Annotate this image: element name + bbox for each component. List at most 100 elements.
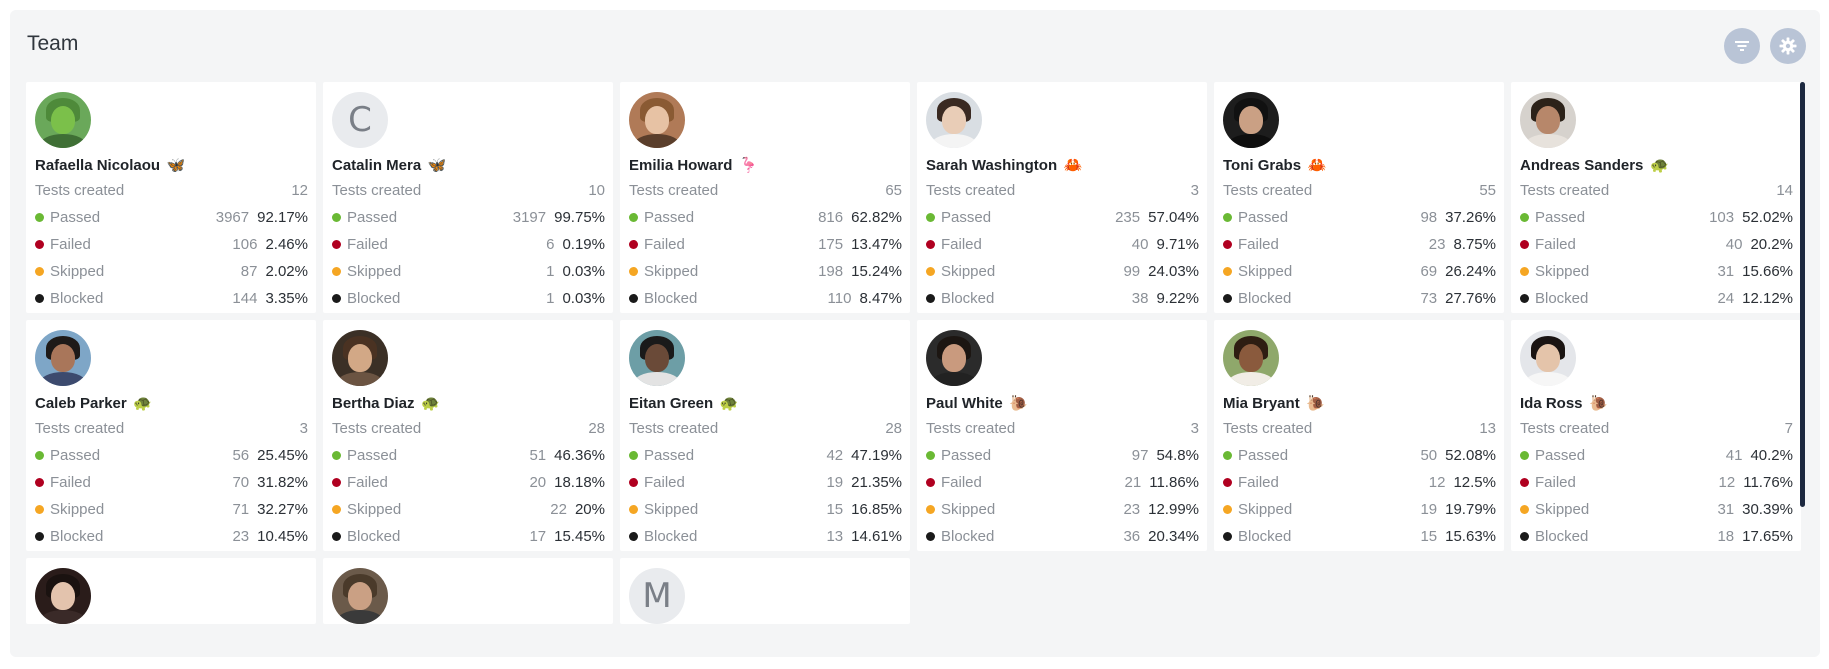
member-card[interactable]: Bertha Diaz 🐢 Tests created 28 Passed 51 46.36… (323, 320, 613, 551)
stat-row-passed: Passed 235 57.04% (926, 204, 1199, 231)
stat-row-blocked: Blocked 38 9.22% (926, 285, 1199, 312)
member-card[interactable]: M (620, 558, 910, 624)
member-card[interactable]: Sarah Washington 🦀 Tests created 3 Passed 235… (917, 82, 1207, 313)
skipped-dot-icon (35, 267, 44, 276)
blocked-count: 24 (1717, 290, 1735, 307)
passed-percent: 92.17% (257, 209, 308, 226)
stat-row-skipped: Skipped 22 20% (332, 496, 605, 523)
passed-percent: 47.19% (851, 447, 902, 464)
stat-row-blocked: Blocked 23 10.45% (35, 523, 308, 550)
member-card[interactable]: Eitan Green 🐢 Tests created 28 Passed 42 47.19… (620, 320, 910, 551)
avatar: C (332, 92, 388, 148)
member-card[interactable]: Ida Ross 🐌 Tests created 7 Passed 41 40.2% Fail… (1511, 320, 1801, 551)
avatar (1520, 330, 1576, 386)
member-name: Caleb Parker (35, 394, 127, 412)
tests-created-count: 7 (1784, 420, 1793, 437)
skipped-count: 15 (826, 501, 844, 518)
blocked-label: Blocked (1238, 290, 1292, 307)
team-grid: Rafaella Nicolaou 🦋 Tests created 12 Passed 3… (26, 82, 1806, 624)
passed-label: Passed (1238, 447, 1289, 464)
member-card[interactable]: Andreas Sanders 🐢 Tests created 14 Passed 103… (1511, 82, 1801, 313)
member-card[interactable]: Emilia Howard 🦩 Tests created 65 Passed 816 62… (620, 82, 910, 313)
tests-created-label: Tests created (926, 420, 1016, 437)
stat-row-passed: Passed 98 37.26% (1223, 204, 1496, 231)
team-grid-scroll[interactable]: Rafaella Nicolaou 🦋 Tests created 12 Passed 3… (26, 82, 1813, 635)
avatar (629, 330, 685, 386)
blocked-percent: 0.03% (562, 290, 605, 307)
skipped-count: 23 (1123, 501, 1141, 518)
stat-row-blocked: Blocked 1 0.03% (332, 285, 605, 312)
skipped-dot-icon (926, 267, 935, 276)
stat-row-tests-created: Tests created 28 (629, 415, 902, 442)
blocked-label: Blocked (941, 528, 995, 545)
member-card[interactable] (323, 558, 613, 624)
failed-label: Failed (644, 474, 685, 491)
passed-label: Passed (941, 447, 992, 464)
avatar (926, 92, 982, 148)
skipped-count: 31 (1717, 263, 1735, 280)
blocked-count: 38 (1131, 290, 1149, 307)
level-badge-icon: 🐢 (1650, 156, 1669, 174)
tests-created-count: 55 (1479, 182, 1496, 199)
level-badge-icon: 🦋 (427, 156, 447, 174)
member-card[interactable]: C Catalin Mera 🦋 Tests created 10 Passed 3197 9… (323, 82, 613, 313)
skipped-count: 99 (1123, 263, 1141, 280)
stat-row-skipped: Skipped 31 30.39% (1520, 496, 1793, 523)
stat-row-blocked: Blocked 13 14.61% (629, 523, 902, 550)
stat-row-passed: Passed 816 62.82% (629, 204, 902, 231)
blocked-count: 23 (232, 528, 250, 545)
stat-row-tests-created: Tests created 28 (332, 415, 605, 442)
stat-row-failed: Failed 6 0.19% (332, 231, 605, 258)
level-badge-icon: 🐌 (1009, 394, 1029, 412)
member-card[interactable]: Paul White 🐌 Tests created 3 Passed 97 54.8% Fa… (917, 320, 1207, 551)
member-card[interactable]: Toni Grabs 🦀 Tests created 55 Passed 98 37.26%… (1214, 82, 1504, 313)
passed-label: Passed (1535, 447, 1586, 464)
passed-percent: 40.2% (1750, 447, 1793, 464)
stat-row-blocked: Blocked 24 12.12% (1520, 285, 1793, 312)
stat-row-passed: Passed 50 52.08% (1223, 442, 1496, 469)
settings-button[interactable] (1770, 28, 1806, 64)
stat-row-failed: Failed 70 31.82% (35, 469, 308, 496)
member-card[interactable] (26, 558, 316, 624)
blocked-count: 144 (232, 290, 258, 307)
skipped-percent: 0.03% (562, 263, 605, 280)
failed-label: Failed (644, 236, 685, 253)
blocked-percent: 15.45% (554, 528, 605, 545)
skipped-label: Skipped (1535, 263, 1590, 280)
skipped-dot-icon (926, 505, 935, 514)
failed-count: 20 (529, 474, 547, 491)
level-badge-icon: 🦀 (1307, 156, 1327, 174)
member-card[interactable]: Mia Bryant 🐌 Tests created 13 Passed 50 52.08%… (1214, 320, 1504, 551)
member-name: Eitan Green (629, 394, 714, 412)
passed-count: 51 (529, 447, 547, 464)
failed-percent: 31.82% (257, 474, 308, 491)
blocked-percent: 27.76% (1445, 290, 1496, 307)
failed-dot-icon (1223, 478, 1232, 487)
passed-count: 42 (826, 447, 844, 464)
member-name: Sarah Washington (926, 156, 1058, 174)
level-badge-icon: 🐢 (421, 394, 440, 412)
tests-created-count: 28 (885, 420, 902, 437)
stat-row-failed: Failed 12 12.5% (1223, 469, 1496, 496)
filter-button[interactable] (1724, 28, 1760, 64)
tests-created-label: Tests created (926, 182, 1016, 199)
stat-row-tests-created: Tests created 3 (926, 415, 1199, 442)
passed-count: 103 (1709, 209, 1735, 226)
blocked-dot-icon (926, 532, 935, 541)
blocked-dot-icon (926, 294, 935, 303)
skipped-percent: 24.03% (1148, 263, 1199, 280)
blocked-percent: 9.22% (1156, 290, 1199, 307)
failed-count: 21 (1124, 474, 1142, 491)
stat-row-blocked: Blocked 18 17.65% (1520, 523, 1793, 550)
member-card[interactable]: Rafaella Nicolaou 🦋 Tests created 12 Passed 3… (26, 82, 316, 313)
stat-row-skipped: Skipped 23 12.99% (926, 496, 1199, 523)
failed-dot-icon (332, 478, 341, 487)
passed-percent: 62.82% (851, 209, 902, 226)
member-name: Mia Bryant (1223, 394, 1300, 412)
stat-row-tests-created: Tests created 12 (35, 177, 308, 204)
blocked-dot-icon (1520, 294, 1529, 303)
scrollbar[interactable] (1800, 82, 1805, 507)
skipped-count: 71 (232, 501, 250, 518)
member-card[interactable]: Caleb Parker 🐢 Tests created 3 Passed 56 25.45… (26, 320, 316, 551)
blocked-count: 73 (1420, 290, 1438, 307)
